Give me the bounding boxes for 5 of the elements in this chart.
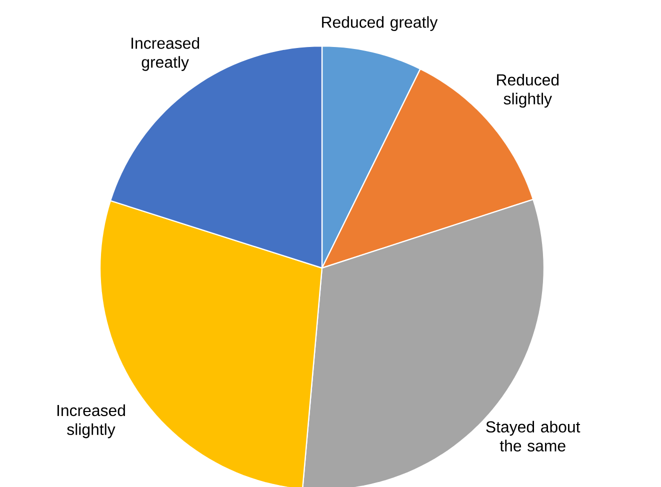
- slice-label: Reduced slightly: [497, 74, 559, 108]
- slice-label: Increased greatly: [132, 37, 200, 71]
- slice-label: Reduced greatly: [322, 16, 438, 31]
- slice-label: Stayed about the same: [486, 420, 580, 452]
- slice-label: Increased slightly: [57, 404, 125, 438]
